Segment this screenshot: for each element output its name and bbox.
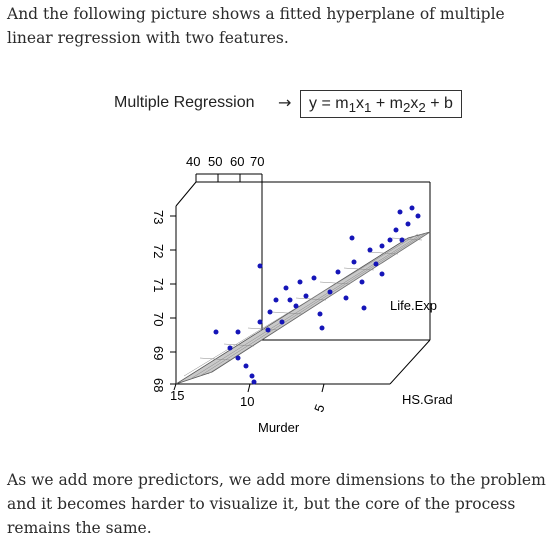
- formula-part: + m: [371, 95, 403, 112]
- data-points: [213, 205, 421, 385]
- top-tick-label: 50: [208, 154, 222, 169]
- life-exp-label: Life.Exp: [390, 298, 437, 313]
- formula-part: + b: [425, 95, 453, 112]
- formula-subscript: 2: [418, 100, 426, 116]
- arrow-icon: →: [278, 93, 292, 112]
- top-tick-label: 40: [186, 154, 200, 169]
- formula-part: x: [355, 95, 364, 112]
- top-tick-label: 60: [230, 154, 244, 169]
- formula-box: y = m1x1 + m2x2 + b: [300, 90, 462, 118]
- murder-label: Murder: [258, 420, 300, 435]
- front-tick-label: 5: [311, 402, 328, 414]
- outro-paragraph: As we add more predictors, we add more d…: [7, 471, 546, 537]
- fitted-plane: [175, 231, 431, 385]
- front-tick-label: 15: [170, 388, 184, 403]
- left-tick-label: 72: [151, 244, 166, 258]
- intro-paragraph: And the following picture shows a fitted…: [7, 5, 505, 47]
- top-tick-label: 70: [250, 154, 264, 169]
- front-tick-label: 10: [240, 394, 254, 409]
- left-axis: [170, 215, 176, 385]
- left-tick-label: 73: [151, 210, 166, 224]
- left-tick-label: 68: [151, 378, 166, 392]
- formula-subscript: 2: [402, 100, 411, 116]
- left-tick-label: 71: [151, 278, 166, 292]
- formula-subscript: 1: [348, 100, 356, 116]
- regression-figure: Multiple Regression → y = m1x1 + m2x2 + …: [100, 86, 480, 446]
- regression-plot: 40 50 60 70 73 72 71 70 69 68 15 10 5 Li…: [151, 154, 453, 435]
- formula-subscript: 1: [363, 100, 372, 116]
- hs-grad-label: HS.Grad: [402, 392, 453, 407]
- formula-part: x: [410, 95, 419, 112]
- top-axis: [195, 173, 263, 182]
- figure-header: Multiple Regression: [114, 94, 255, 111]
- front-axis: [173, 383, 325, 393]
- plot-box: [175, 181, 431, 385]
- formula-part: y = m: [309, 95, 349, 112]
- left-tick-label: 70: [151, 312, 166, 326]
- left-tick-label: 69: [151, 346, 166, 360]
